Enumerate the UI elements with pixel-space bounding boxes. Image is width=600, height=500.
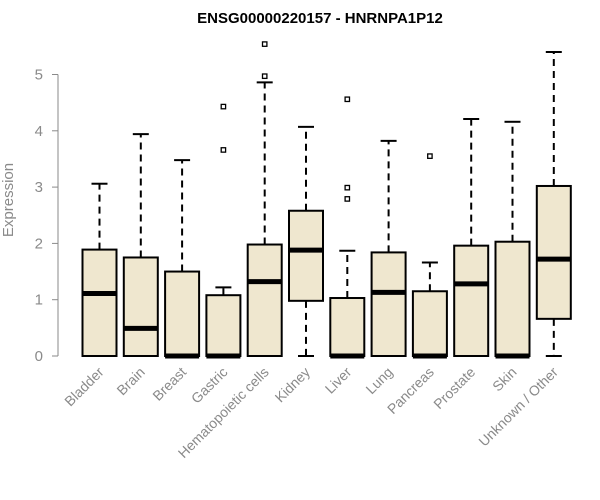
box-iqr (205, 294, 242, 358)
box-iqr (453, 244, 490, 357)
outlier-point (261, 73, 268, 80)
outlier-point (344, 184, 351, 191)
outlier-point (220, 147, 227, 153)
box-skin (494, 120, 531, 359)
y-tick-label: 1 (35, 292, 43, 309)
y-tick-label: 4 (35, 123, 43, 140)
box-brain (122, 133, 159, 358)
box-kidney (288, 125, 324, 357)
x-tick-label: Breast (149, 364, 189, 404)
box-iqr (370, 251, 407, 358)
y-axis: 0 1 2 3 4 5 (35, 67, 59, 365)
box-unknown-other (535, 50, 572, 357)
outlier-point (261, 41, 268, 47)
box-iqr (494, 240, 531, 357)
y-tick-label: 2 (35, 235, 43, 252)
outlier-point (344, 196, 351, 202)
box-lung (370, 139, 407, 358)
x-tick-label: Bladder (61, 364, 107, 410)
box-breast (164, 159, 201, 359)
chart-title: ENSG00000220157 - HNRNPA1P12 (197, 10, 443, 27)
box-iqr (288, 209, 324, 302)
box-bladder (81, 182, 118, 357)
box-hematopoietic-cells (246, 41, 283, 357)
y-tick-label: 5 (35, 67, 43, 84)
box-iqr (535, 184, 572, 320)
x-tick-label: Kidney (272, 364, 314, 406)
y-tick-label: 0 (35, 348, 43, 365)
x-tick-label: Liver (322, 364, 355, 397)
box-pancreas (411, 153, 448, 359)
box-iqr (246, 243, 283, 357)
outlier-point (427, 153, 433, 159)
box-iqr (122, 256, 159, 358)
boxes-group (81, 41, 572, 359)
x-tick-label: Prostate (430, 364, 478, 412)
box-iqr (81, 248, 118, 357)
x-tick-label: Lung (362, 364, 395, 397)
box-gastric (205, 103, 242, 359)
outlier-point (220, 103, 227, 110)
outlier-point (344, 96, 351, 103)
y-tick-label: 3 (35, 179, 43, 196)
box-iqr (411, 290, 448, 358)
box-prostate (453, 117, 490, 357)
box-liver (329, 96, 366, 359)
x-tick-label: Brain (113, 364, 147, 398)
box-iqr (329, 297, 366, 357)
y-axis-label: Expression (0, 163, 17, 237)
box-iqr (164, 270, 201, 357)
x-tick-label: Skin (489, 364, 520, 395)
